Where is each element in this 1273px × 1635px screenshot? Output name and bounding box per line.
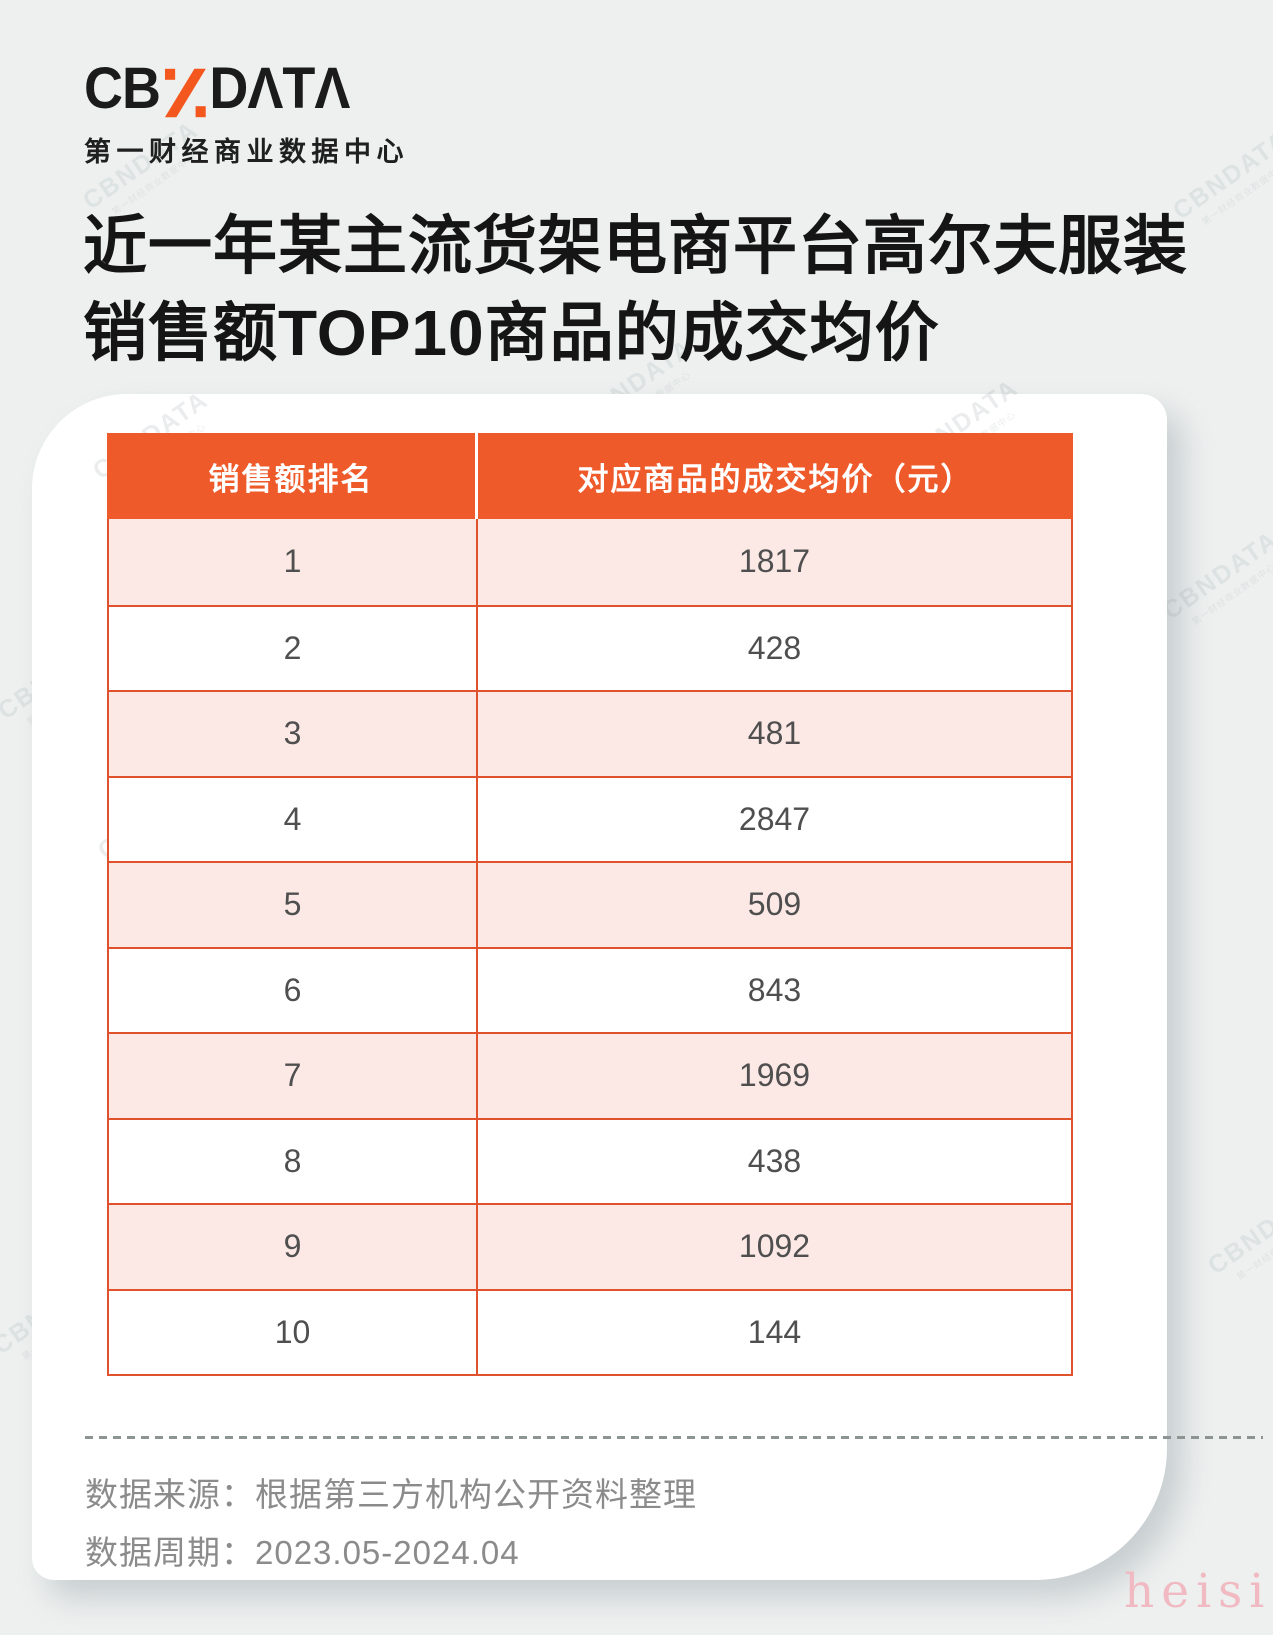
price-cell: 843	[747, 971, 802, 1008]
price-table: 销售额排名 对应商品的成交均价（元） 1 1817 2 428 3 481 4 …	[107, 433, 1073, 1376]
page-title-line2: 销售额TOP10商品的成交均价	[83, 297, 940, 369]
table-row: 5 509	[109, 861, 1071, 947]
rank-cell: 5	[109, 863, 478, 947]
rank-cell: 8	[109, 1119, 478, 1203]
price-cell: 509	[747, 886, 802, 923]
table-row: 1 1817	[109, 519, 1071, 605]
data-source-note: 数据来源：根据第三方机构公开资料整理	[85, 1476, 697, 1513]
price-cell: 144	[747, 1313, 802, 1350]
price-cell: 1969	[738, 1057, 811, 1094]
price-cell: 438	[747, 1142, 802, 1179]
table-row: 7 1969	[109, 1032, 1071, 1118]
table-row: 3 481	[109, 690, 1071, 776]
price-cell: 1817	[738, 543, 811, 580]
corner-signature-watermark: heisi	[1124, 1564, 1272, 1619]
footer-divider	[85, 1436, 1263, 1439]
table-row: 10 144	[109, 1288, 1071, 1374]
rank-cell: 1	[109, 519, 478, 605]
table-header-price: 对应商品的成交均价（元）	[577, 461, 974, 497]
page-title: 近一年某主流货架电商平台高尔夫服装 销售额TOP10商品的成交均价	[83, 203, 1213, 377]
rank-cell: 6	[109, 948, 478, 1032]
data-period-note: 数据周期：2023.05-2024.04	[85, 1534, 520, 1571]
rank-cell: 4	[109, 777, 478, 861]
table-row: 6 843	[109, 946, 1071, 1032]
table-header-rank: 销售额排名	[107, 433, 478, 519]
rank-cell: 9	[109, 1205, 478, 1289]
price-cell: 481	[747, 715, 802, 752]
price-cell: 1092	[738, 1228, 811, 1265]
table-row: 9 1092	[109, 1203, 1071, 1289]
table-row: 8 438	[109, 1117, 1071, 1203]
table-row: 2 428	[109, 604, 1071, 690]
rank-cell: 7	[109, 1034, 478, 1118]
price-cell: 428	[747, 629, 802, 666]
table-header-row: 销售额排名 对应商品的成交均价（元）	[107, 433, 1073, 519]
page-title-line1: 近一年某主流货架电商平台高尔夫服装	[83, 210, 1188, 282]
logo-n-icon	[164, 68, 206, 118]
table-body: 1 1817 2 428 3 481 4 2847 5 509 6 843	[107, 519, 1073, 1376]
logo-text-right: DΛTΛ	[209, 56, 350, 121]
rank-cell: 3	[109, 692, 478, 776]
rank-cell: 10	[109, 1290, 478, 1374]
logo-subtitle: 第一财经商业数据中心	[84, 137, 409, 167]
cbndata-logo-wordmark: CB DΛTΛ	[84, 60, 386, 118]
rank-cell: 2	[109, 606, 478, 690]
logo-text-left: CB	[84, 56, 161, 121]
table-row: 4 2847	[109, 775, 1071, 861]
cbndata-logo: CB DΛTΛ 第一财经商业数据中心	[84, 60, 409, 169]
price-cell: 2847	[738, 800, 811, 837]
